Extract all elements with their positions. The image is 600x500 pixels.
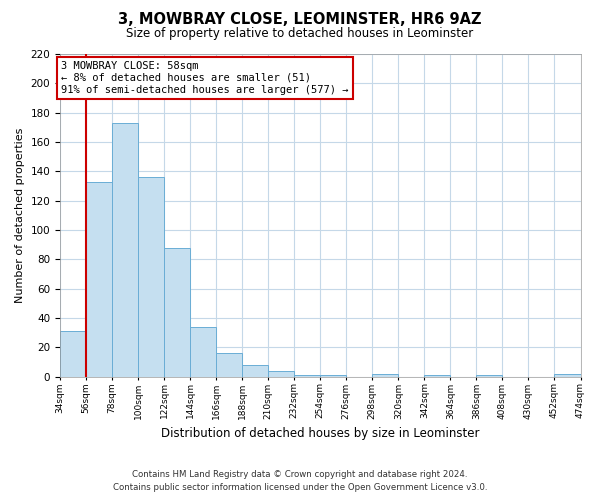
Bar	[216, 354, 242, 376]
Bar	[138, 177, 164, 376]
Text: 3 MOWBRAY CLOSE: 58sqm
← 8% of detached houses are smaller (51)
91% of semi-deta: 3 MOWBRAY CLOSE: 58sqm ← 8% of detached …	[61, 62, 349, 94]
Y-axis label: Number of detached properties: Number of detached properties	[15, 128, 25, 303]
Text: 3, MOWBRAY CLOSE, LEOMINSTER, HR6 9AZ: 3, MOWBRAY CLOSE, LEOMINSTER, HR6 9AZ	[118, 12, 482, 28]
Bar	[112, 123, 138, 376]
X-axis label: Distribution of detached houses by size in Leominster: Distribution of detached houses by size …	[161, 427, 479, 440]
Bar	[373, 374, 398, 376]
Bar	[164, 248, 190, 376]
Bar	[554, 374, 581, 376]
Bar	[190, 327, 216, 376]
Bar	[268, 371, 294, 376]
Bar	[242, 365, 268, 376]
Bar	[86, 182, 112, 376]
Text: Contains HM Land Registry data © Crown copyright and database right 2024.
Contai: Contains HM Land Registry data © Crown c…	[113, 470, 487, 492]
Bar	[60, 332, 86, 376]
Text: Size of property relative to detached houses in Leominster: Size of property relative to detached ho…	[127, 28, 473, 40]
